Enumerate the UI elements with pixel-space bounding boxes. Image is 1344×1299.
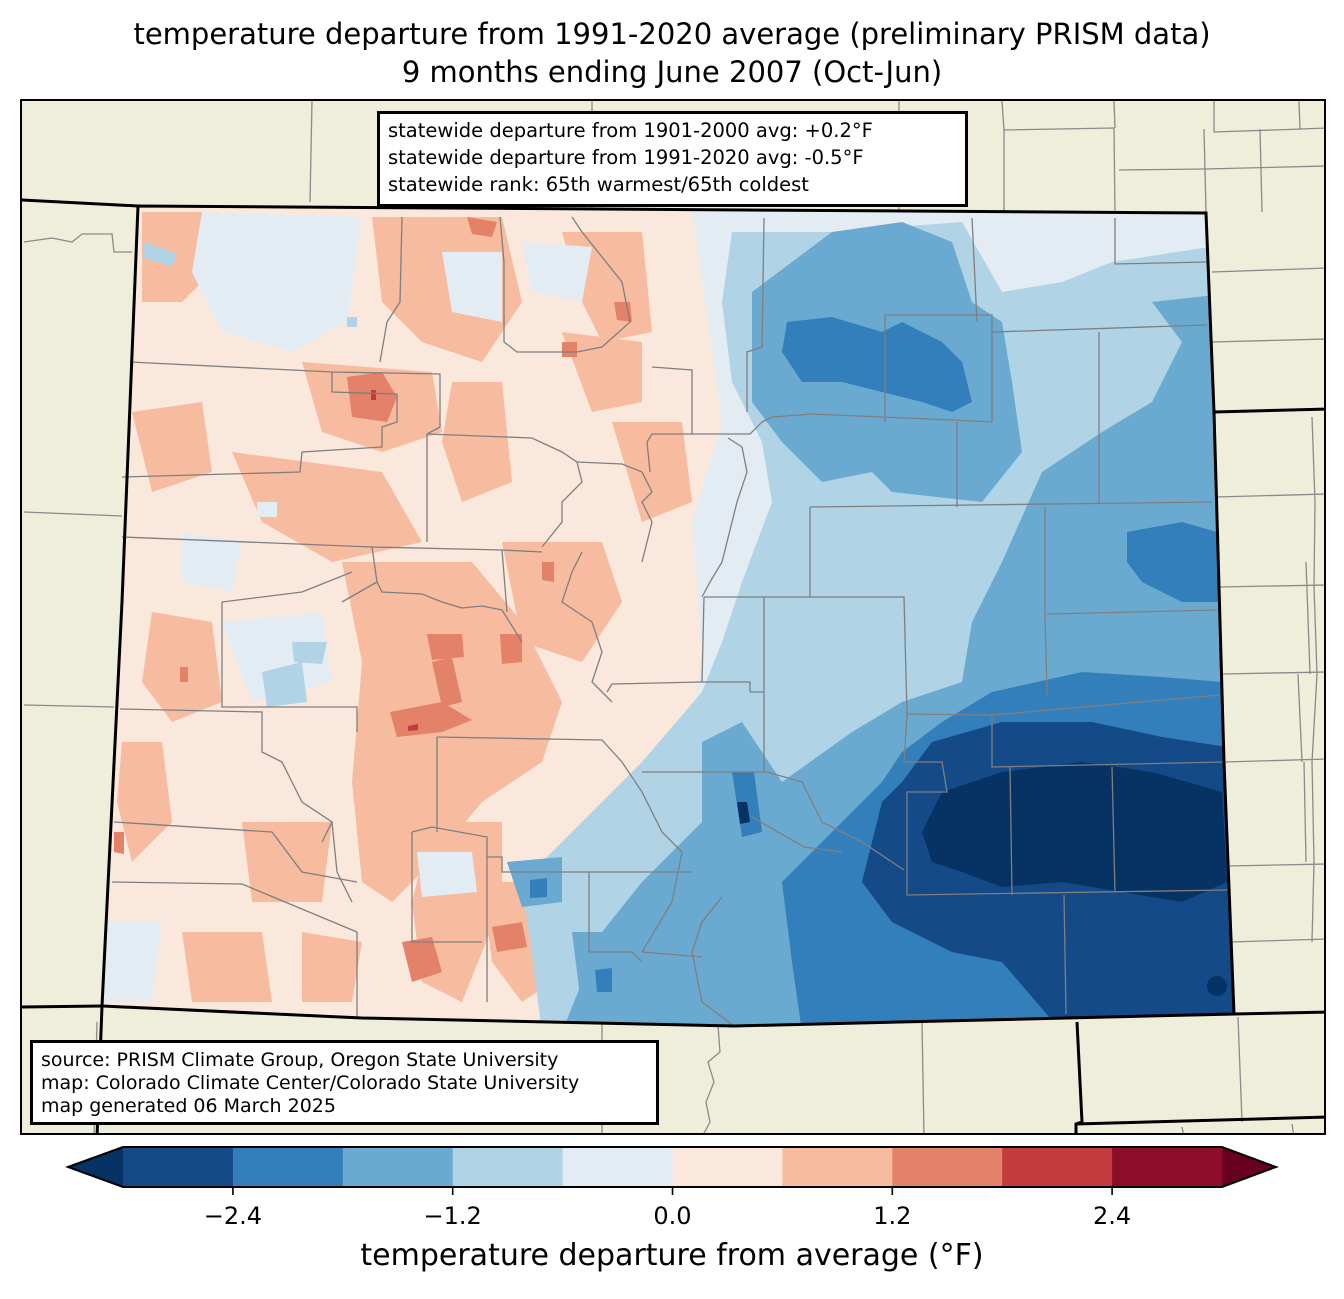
region-s-minus-2.4-to-minus-1.8-b — [595, 968, 612, 992]
region-se-cold-spot — [1207, 976, 1227, 996]
regions-1.8-to-2.4 — [371, 390, 418, 731]
stats-rank: statewide rank: 65th warmest/65th coldes… — [388, 173, 809, 196]
region-ne-minus-2.4-to-minus-1.8 — [782, 317, 972, 412]
source-line: source: PRISM Climate Group, Oregon Stat… — [41, 1049, 559, 1071]
colorado-temperature-map — [22, 101, 1324, 1133]
regions-minus-1.2-to-minus-0.6-west — [142, 242, 357, 707]
map-title-line-2: 9 months ending June 2007 (Oct-Jun) — [401, 55, 943, 89]
colorbar-bin — [123, 1147, 234, 1187]
colorbar-label: temperature departure from average (°F) — [360, 1238, 984, 1273]
temperature-field — [102, 206, 1234, 1026]
source-attribution-box: source: PRISM Climate Group, Oregon Stat… — [30, 1040, 659, 1125]
colorbar-tick-label: 2.4 — [1093, 1202, 1131, 1230]
colorbar-tick-label: −1.2 — [424, 1202, 482, 1230]
regions-minus-0.6-to-0-west — [102, 212, 592, 1002]
colorbar-bin — [892, 1147, 1003, 1187]
state-borders — [22, 198, 1324, 1133]
stats-departure-1901-2000: statewide departure from 1901-2000 avg: … — [388, 119, 873, 142]
colorbar-bin — [232, 1147, 344, 1187]
colorbar-tick-label: −2.4 — [204, 1202, 262, 1230]
colorbar-outline — [65, 1146, 1279, 1188]
colorado-border — [100, 204, 1236, 1028]
colorbar-bin — [1002, 1147, 1113, 1187]
colorbar-tick-label: 0.0 — [653, 1202, 691, 1230]
colorbar-bin — [562, 1147, 673, 1187]
stats-departure-1991-2020: statewide departure from 1991-2020 avg: … — [388, 146, 864, 169]
map-title-line-1: temperature departure from 1991-2020 ave… — [133, 17, 1211, 51]
colorbar-bin — [452, 1147, 564, 1187]
region-s-minus-2.4-to-minus-1.8-a — [530, 878, 547, 898]
colorbar-tick-label: 1.2 — [873, 1202, 911, 1230]
statewide-stats-box: statewide departure from 1901-2000 avg: … — [377, 111, 968, 207]
colorbar-over-arrow — [1222, 1147, 1276, 1187]
colorbar: −2.4 −1.2 0.0 1.2 2.4 — [65, 1146, 1279, 1230]
colorbar-bin — [782, 1147, 893, 1187]
map-frame — [20, 99, 1326, 1135]
generated-date-line: map generated 06 March 2025 — [41, 1095, 336, 1117]
colorbar-bin — [1112, 1147, 1223, 1187]
region-cs-below-minus-3.0 — [737, 802, 750, 824]
neighbor-county-lines — [23, 101, 1324, 1133]
county-lines — [111, 216, 1229, 1027]
colorbar-under-arrow — [68, 1147, 123, 1187]
region-se-below-minus-3.0 — [922, 762, 1227, 902]
colorbar-bin — [342, 1147, 454, 1187]
map-credit-line: map: Colorado Climate Center/Colorado St… — [41, 1072, 580, 1094]
region-e-minus-2.4-to-minus-1.8 — [1127, 522, 1222, 602]
colorbar-bin — [672, 1147, 783, 1187]
